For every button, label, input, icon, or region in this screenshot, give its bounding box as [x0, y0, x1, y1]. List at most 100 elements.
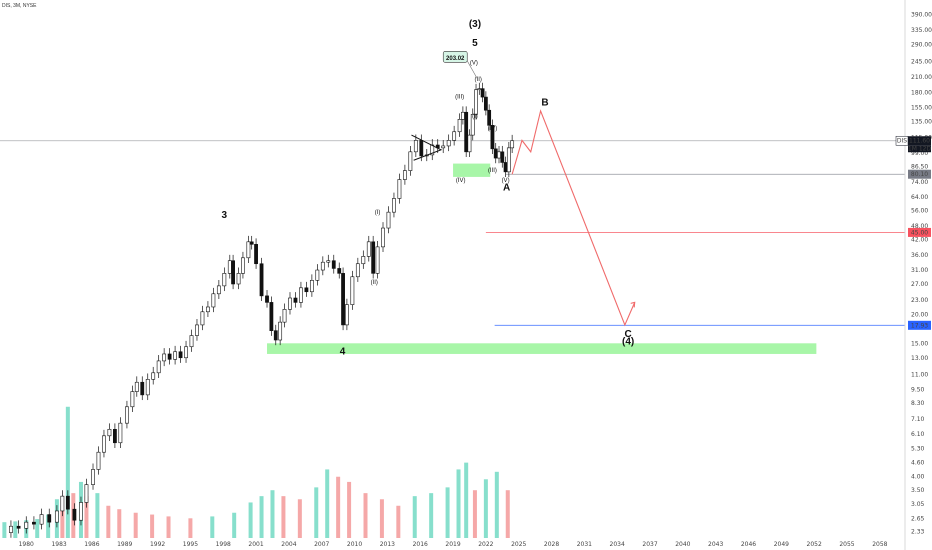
y-tick-label: 42.00: [911, 236, 928, 243]
y-tick-label: 13.00: [911, 355, 928, 362]
wave-4-support-zone: [267, 343, 817, 354]
y-tick-label: 27.00: [911, 281, 928, 288]
subwave-label: (I): [472, 114, 478, 120]
candle-body: [337, 268, 342, 274]
candle-body: [293, 297, 298, 303]
candle-body: [167, 353, 172, 360]
candle-body: [341, 273, 345, 326]
x-tick-label: 2016: [413, 541, 428, 548]
candle-body: [102, 435, 106, 453]
x-tick-label: 2052: [807, 541, 822, 548]
candle-body: [140, 381, 145, 396]
candle-body: [32, 521, 36, 525]
volume-bar: [429, 493, 434, 538]
wave-iv-support-zone: [453, 163, 491, 177]
subwave-label: (II): [371, 280, 378, 286]
volume-bar: [336, 476, 341, 538]
candle-body: [299, 287, 303, 303]
candle-body: [9, 525, 13, 533]
candle-body: [273, 330, 278, 341]
candle-body: [288, 297, 292, 310]
subwave-label: (II): [475, 77, 482, 83]
y-tick-label: 64.00: [911, 194, 928, 201]
candle-body: [457, 119, 462, 133]
subwave-label: (III): [455, 94, 464, 100]
y-tick-label: 4.60: [911, 460, 925, 467]
x-tick-label: 2031: [577, 541, 592, 548]
y-tick-label: 23.00: [911, 297, 928, 304]
candle-body: [446, 140, 451, 147]
candle-body: [249, 241, 254, 245]
candle-body: [72, 508, 77, 521]
candle-body: [506, 147, 511, 173]
x-tick-label: 2007: [314, 541, 329, 548]
candle-body: [211, 293, 216, 308]
price-tag-sub: 1M 12D: [908, 146, 932, 153]
candle-body: [490, 125, 495, 150]
y-tick-label: 36.00: [911, 252, 928, 259]
volume-bar: [412, 496, 417, 538]
x-tick-label: 2013: [380, 541, 395, 548]
candle-body: [467, 134, 472, 153]
x-tick-label: 2049: [774, 541, 789, 548]
x-tick-label: 1995: [183, 541, 198, 548]
candle-body: [151, 372, 156, 380]
x-tick-label: 2037: [642, 541, 657, 548]
candle-body: [47, 514, 52, 523]
price-tag-0: [908, 136, 931, 146]
candle-body: [130, 391, 135, 408]
y-tick-label: 2.33: [911, 528, 925, 535]
volume-bar: [2, 522, 7, 538]
x-tick-label: 2043: [708, 541, 723, 548]
candle-body: [246, 241, 251, 259]
volume-bar: [379, 499, 384, 538]
y-tick-label: 3.50: [911, 487, 925, 494]
y-tick-label: 56.00: [911, 207, 928, 214]
candle-body: [483, 96, 488, 111]
price-tag-sub-box: [908, 145, 931, 153]
x-tick-label: 2028: [544, 541, 559, 548]
candle-body: [265, 295, 269, 303]
wave-label: C: [625, 329, 632, 340]
volume-bar: [483, 479, 488, 538]
candle-body: [331, 260, 336, 269]
y-tick-label: 290.00: [911, 41, 932, 48]
price-tag-3: [908, 320, 931, 330]
candle-body: [156, 360, 161, 374]
volume-bar: [505, 490, 510, 538]
candle-body: [178, 351, 183, 359]
candle-body: [386, 211, 391, 229]
candle-body: [241, 257, 245, 274]
candle-body: [145, 379, 150, 396]
volume-bar: [396, 505, 401, 538]
volume-bar: [106, 505, 111, 538]
candle-body: [408, 151, 413, 171]
candle-body: [206, 306, 210, 313]
volume-bar: [270, 490, 275, 538]
wave-label: 3: [222, 210, 228, 221]
candle-body: [195, 324, 199, 336]
volume-bar: [166, 516, 171, 538]
candle-body: [344, 304, 349, 326]
projection-line: [511, 109, 636, 327]
wave-label: (4): [622, 337, 634, 348]
candle-body: [55, 510, 59, 523]
candle-body: [350, 276, 355, 305]
volume-bar: [232, 512, 237, 538]
y-tick-label: 335.00: [911, 27, 932, 34]
y-tick-label: 390.00: [911, 11, 932, 18]
candle-body: [309, 280, 314, 293]
subwave-label: (V): [502, 178, 510, 184]
candle-body: [315, 269, 320, 281]
wave-label: A: [503, 183, 510, 194]
price-tag-1: [908, 169, 931, 179]
candle-body: [464, 111, 469, 153]
y-tick-label: 5.30: [911, 445, 925, 452]
projection-arrowhead: [630, 301, 636, 308]
candle-body: [371, 241, 376, 274]
price-tag-value: 45.00: [911, 229, 928, 236]
candle-body: [366, 241, 371, 257]
